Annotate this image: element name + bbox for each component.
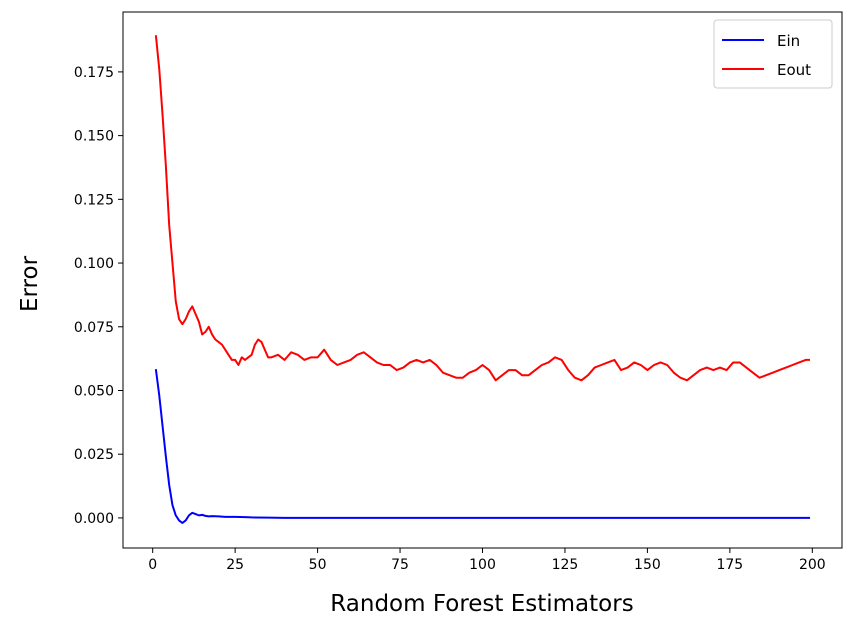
series-layer	[154, 35, 811, 525]
x-tick-label: 175	[716, 557, 743, 573]
y-tick-label: 0.050	[74, 383, 114, 399]
y-tick-label: 0.025	[74, 447, 114, 463]
plot-area	[123, 12, 842, 548]
x-tick-label: 75	[391, 557, 409, 573]
x-axis-label: Random Forest Estimators	[330, 591, 633, 617]
y-tick-label: 0.150	[74, 129, 114, 145]
legend: Ein Eout	[713, 19, 833, 89]
legend-box	[713, 19, 833, 89]
legend-label-eout: Eout	[777, 61, 811, 79]
y-axis-label: Error	[17, 255, 43, 312]
y-tick-label: 0.125	[74, 192, 114, 208]
y-tick-label: 0.000	[74, 511, 114, 527]
x-tick-label: 50	[309, 557, 327, 573]
legend-label-ein: Ein	[777, 32, 800, 50]
x-tick-label: 125	[552, 557, 579, 573]
x-tick-label: 100	[469, 557, 496, 573]
x-tick-label: 200	[799, 557, 826, 573]
x-tick-label: 25	[226, 557, 244, 573]
series-line-ein	[154, 368, 811, 525]
x-axis-ticks: 0 25 50 75 100 125 150 175 200	[148, 548, 826, 573]
x-tick-label: 0	[148, 557, 157, 573]
y-axis-ticks: 0.000 0.025 0.050 0.075 0.100 0.125 0.150 0.175	[74, 65, 123, 527]
series-line-eout	[154, 35, 811, 382]
y-tick-label: 0.175	[74, 65, 114, 81]
x-tick-label: 150	[634, 557, 661, 573]
y-tick-label: 0.100	[74, 256, 114, 272]
y-tick-label: 0.075	[74, 320, 114, 336]
